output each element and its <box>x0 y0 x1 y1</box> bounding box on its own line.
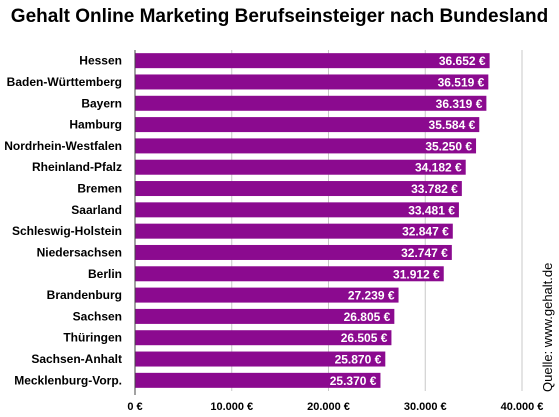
bar <box>135 287 399 303</box>
bar <box>135 95 487 111</box>
x-tick-label: 30.000 € <box>404 401 447 413</box>
x-tick-label: 20.000 € <box>307 401 350 413</box>
category-label: Berlin <box>88 267 122 281</box>
x-tick-label: 40.000 € <box>501 401 544 413</box>
category-label: Brandenburg <box>47 288 122 302</box>
bar <box>135 330 392 346</box>
bar <box>135 308 395 324</box>
value-label: 27.239 € <box>348 289 395 303</box>
value-label: 36.319 € <box>436 97 483 111</box>
category-label: Saarland <box>71 203 122 217</box>
value-label: 32.847 € <box>402 225 449 239</box>
value-label: 35.584 € <box>429 118 476 132</box>
bar <box>135 202 459 218</box>
value-label: 36.652 € <box>439 54 486 68</box>
bar <box>135 244 452 260</box>
category-label: Bremen <box>77 182 122 196</box>
value-label: 33.782 € <box>411 182 458 196</box>
value-label: 26.805 € <box>344 310 391 324</box>
value-label: 35.250 € <box>425 139 472 153</box>
bar <box>135 351 386 367</box>
value-label: 25.870 € <box>335 353 382 367</box>
category-label: Mecklenburg-Vorp. <box>14 373 122 387</box>
value-label: 32.747 € <box>401 246 448 260</box>
category-label: Sachsen-Anhalt <box>31 352 122 366</box>
bar <box>135 181 462 197</box>
chart-title: Gehalt Online Marketing Berufseinsteiger… <box>10 6 549 27</box>
value-label: 26.505 € <box>341 331 388 345</box>
bar <box>135 138 477 154</box>
category-label: Schleswig-Holstein <box>12 224 122 238</box>
category-label: Bayern <box>81 96 122 110</box>
source-label: Quelle: www.gehalt.de <box>540 262 555 392</box>
bar <box>135 266 444 282</box>
value-label: 33.481 € <box>408 203 455 217</box>
x-tick-label: 0 € <box>127 401 142 413</box>
category-label: Hessen <box>79 54 122 68</box>
bar <box>135 372 381 388</box>
bar <box>135 159 466 175</box>
category-label: Nordrhein-Westfalen <box>4 139 122 153</box>
value-label: 31.912 € <box>393 267 440 281</box>
value-label: 34.182 € <box>415 161 462 175</box>
category-label: Thüringen <box>63 331 122 345</box>
x-tick-label: 10.000 € <box>210 401 253 413</box>
value-label: 25.370 € <box>330 374 377 388</box>
category-label: Niedersachsen <box>37 245 122 259</box>
bar <box>135 74 489 90</box>
bar <box>135 53 490 69</box>
bar <box>135 117 480 133</box>
value-label: 36.519 € <box>438 75 485 89</box>
bar <box>135 223 453 239</box>
category-label: Sachsen <box>73 309 122 323</box>
category-label: Rheinland-Pfalz <box>32 160 122 174</box>
category-label: Baden-Württemberg <box>7 75 122 89</box>
category-label: Hamburg <box>69 118 122 132</box>
